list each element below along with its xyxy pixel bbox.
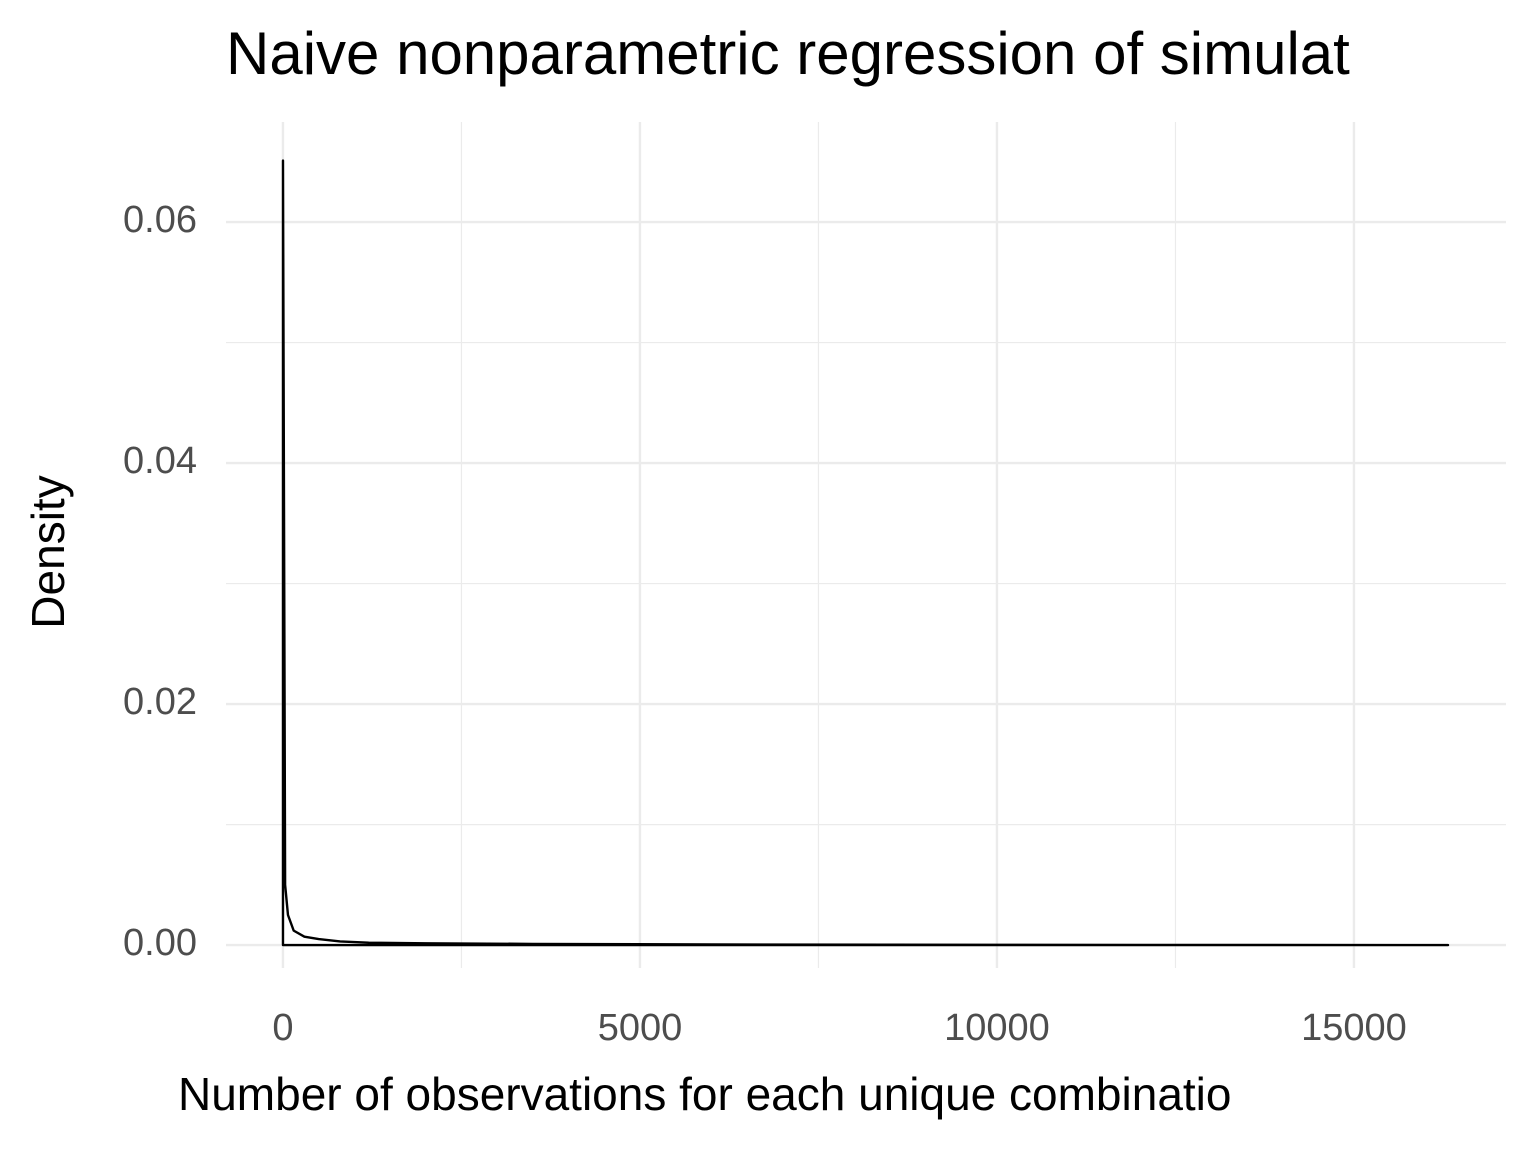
x-tick-label: 15000 [1301,1007,1407,1049]
x-tick-label: 5000 [598,1007,683,1049]
y-axis-title: Density [22,475,74,628]
x-tick-label: 0 [272,1007,293,1049]
x-axis-title: Number of observations for each unique c… [178,1068,1232,1120]
y-tick-label: 0.06 [123,199,197,241]
y-tick-label: 0.04 [123,440,197,482]
y-tick-label: 0.02 [123,681,197,723]
y-tick-label: 0.00 [123,922,197,964]
density-line [281,159,1450,947]
x-tick-label: 10000 [944,1007,1050,1049]
chart-title: Naive nonparametric regression of simula… [226,20,1350,87]
